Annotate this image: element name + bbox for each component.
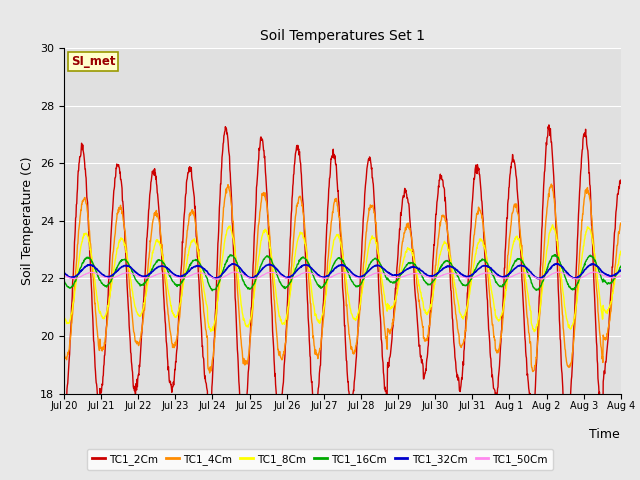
TC1_2Cm	[204, 432, 212, 438]
TC1_8Cm	[171, 314, 179, 320]
TC1_8Cm	[481, 248, 489, 253]
TC1_32Cm	[221, 268, 228, 274]
TC1_8Cm	[531, 329, 538, 335]
TC1_32Cm	[271, 265, 279, 271]
Line: TC1_2Cm: TC1_2Cm	[64, 125, 621, 435]
TC1_8Cm	[549, 222, 557, 228]
TC1_50Cm	[590, 269, 598, 275]
TC1_16Cm	[272, 267, 280, 273]
TC1_50Cm	[214, 276, 222, 282]
TC1_16Cm	[617, 264, 625, 269]
Line: TC1_4Cm: TC1_4Cm	[64, 184, 621, 373]
TC1_50Cm	[272, 270, 280, 276]
Line: TC1_50Cm: TC1_50Cm	[64, 272, 621, 279]
TC1_16Cm	[543, 264, 551, 270]
TC1_32Cm	[160, 264, 168, 269]
TC1_2Cm	[545, 122, 553, 128]
TC1_2Cm	[543, 134, 551, 140]
TC1_16Cm	[171, 281, 179, 287]
Line: TC1_16Cm: TC1_16Cm	[64, 255, 621, 291]
TC1_16Cm	[209, 288, 216, 294]
Line: TC1_8Cm: TC1_8Cm	[64, 225, 621, 332]
TC1_50Cm	[171, 274, 179, 279]
TC1_4Cm	[482, 246, 490, 252]
TC1_2Cm	[272, 382, 280, 387]
TC1_16Cm	[60, 277, 68, 283]
TC1_8Cm	[60, 312, 68, 317]
TC1_16Cm	[550, 252, 558, 258]
Title: Soil Temperatures Set 1: Soil Temperatures Set 1	[260, 29, 425, 43]
TC1_8Cm	[271, 284, 279, 290]
Text: SI_met: SI_met	[71, 55, 115, 68]
TC1_2Cm	[221, 128, 229, 134]
TC1_8Cm	[543, 243, 551, 249]
TC1_2Cm	[171, 372, 179, 378]
TC1_32Cm	[617, 267, 625, 273]
TC1_50Cm	[60, 272, 68, 278]
TC1_2Cm	[482, 268, 490, 274]
TC1_16Cm	[482, 258, 490, 264]
TC1_4Cm	[221, 194, 229, 200]
TC1_8Cm	[617, 248, 625, 254]
TC1_2Cm	[60, 402, 68, 408]
TC1_8Cm	[221, 239, 228, 245]
TC1_32Cm	[543, 269, 551, 275]
TC1_50Cm	[482, 270, 490, 276]
TC1_2Cm	[160, 297, 168, 303]
TC1_4Cm	[206, 370, 214, 376]
TC1_16Cm	[221, 261, 229, 267]
TC1_32Cm	[481, 263, 489, 269]
TC1_2Cm	[617, 178, 625, 183]
TC1_50Cm	[160, 270, 168, 276]
TC1_50Cm	[221, 273, 229, 279]
TC1_4Cm	[548, 181, 556, 187]
TC1_4Cm	[160, 266, 168, 272]
TC1_32Cm	[553, 261, 561, 266]
TC1_8Cm	[160, 261, 168, 266]
TC1_4Cm	[272, 318, 280, 324]
TC1_4Cm	[543, 204, 551, 209]
TC1_4Cm	[171, 342, 179, 348]
TC1_32Cm	[534, 276, 542, 282]
X-axis label: Time: Time	[589, 428, 620, 441]
TC1_16Cm	[160, 261, 168, 266]
Y-axis label: Soil Temperature (C): Soil Temperature (C)	[22, 156, 35, 285]
TC1_32Cm	[60, 270, 68, 276]
TC1_4Cm	[60, 350, 68, 356]
TC1_50Cm	[543, 274, 551, 280]
TC1_32Cm	[171, 272, 179, 277]
TC1_50Cm	[617, 273, 625, 279]
Line: TC1_32Cm: TC1_32Cm	[64, 264, 621, 279]
TC1_4Cm	[617, 220, 625, 226]
Legend: TC1_2Cm, TC1_4Cm, TC1_8Cm, TC1_16Cm, TC1_32Cm, TC1_50Cm: TC1_2Cm, TC1_4Cm, TC1_8Cm, TC1_16Cm, TC1…	[87, 449, 553, 470]
